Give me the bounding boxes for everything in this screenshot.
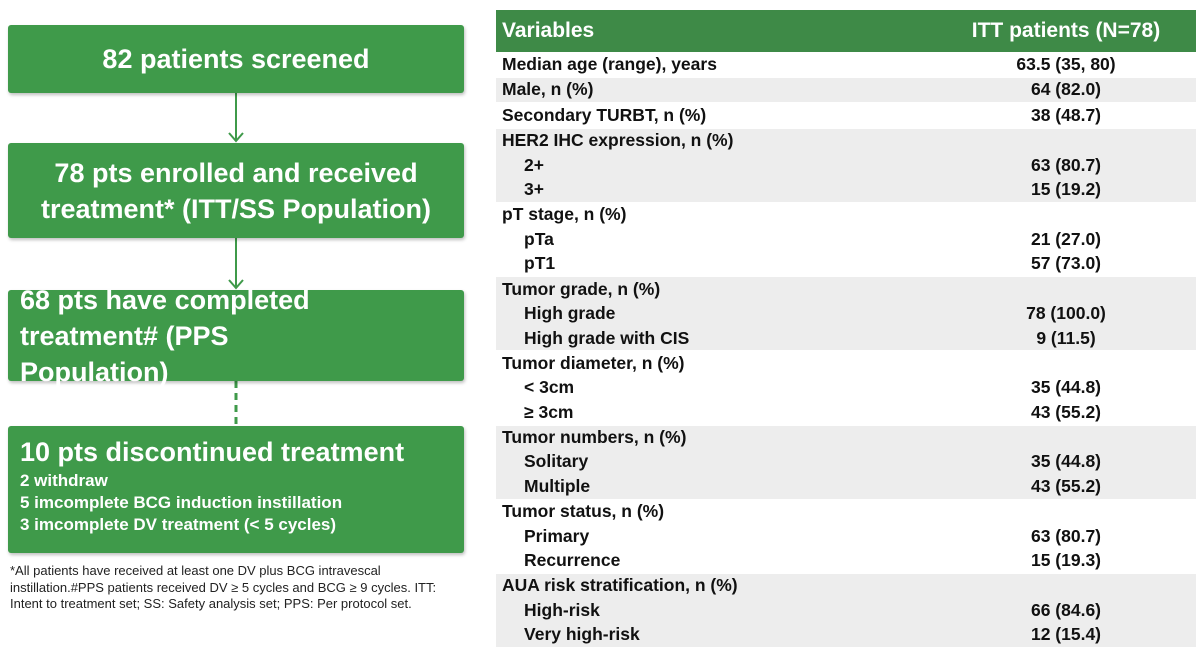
table-row: pTa 21 (27.0) <box>496 227 1196 252</box>
row-label: Tumor status, n (%) <box>502 501 665 522</box>
row-value: 21 (27.0) <box>1030 228 1102 249</box>
row-group: Median age (range), years 63.5 (35, 80) <box>496 52 1196 78</box>
table-row: High grade 78 (100.0) <box>496 301 1196 326</box>
row-label: Multiple <box>524 475 591 496</box>
table-row: AUA risk stratification, n (%) <box>496 574 1196 598</box>
table-row: Secondary TURBT, n (%) 38 (48.7) <box>496 103 1196 128</box>
table-row: Multiple 43 (55.2) <box>496 474 1196 499</box>
row-group: Secondary TURBT, n (%) 38 (48.7) <box>496 103 1196 129</box>
row-group: Male, n (%) 64 (82.0) <box>496 77 1196 104</box>
header-cell: ITT patients (N=78) <box>971 19 1161 42</box>
header-cell: Variables <box>502 19 595 42</box>
row-label: High grade with CIS <box>524 327 690 348</box>
table-row: pT1 57 (73.0) <box>496 252 1196 277</box>
row-label: pT stage, n (%) <box>502 204 627 225</box>
arrow-head <box>228 132 244 143</box>
row-label: pTa <box>524 228 554 249</box>
table-row: 2+ 63 (80.7) <box>496 153 1196 178</box>
row-label: Tumor grade, n (%) <box>502 278 661 299</box>
table-row: 3+ 15 (19.2) <box>496 177 1196 202</box>
box-line: 2 withdraw <box>20 471 108 490</box>
table-row: Recurrence 15 (19.3) <box>496 548 1196 573</box>
row-value: 12 (15.4) <box>1030 624 1102 645</box>
table-row: Tumor grade, n (%) <box>496 277 1196 301</box>
row-value: 15 (19.2) <box>1030 179 1102 200</box>
row-value: 43 (55.2) <box>1030 401 1102 422</box>
row-label: pT1 <box>524 253 556 274</box>
table-row: High-risk 66 (84.6) <box>496 598 1196 623</box>
connectors <box>228 93 244 426</box>
row-label: Secondary TURBT, n (%) <box>502 104 707 125</box>
row-group: HER2 IHC expression, n (%) 2+ 63 (80.7) 3+ 1… <box>496 128 1196 203</box>
table-row: pT stage, n (%) <box>496 203 1196 227</box>
row-value: 57 (73.0) <box>1030 253 1102 274</box>
box-line: 5 imcomplete BCG induction instillation <box>20 493 343 512</box>
row-group: pT stage, n (%) pTa 21 (27.0) pT1 57 (73.0) <box>496 203 1196 278</box>
table-row: Very high-risk 12 (15.4) <box>496 623 1196 648</box>
box-title: 82 patients screened <box>102 44 370 74</box>
row-value: 43 (55.2) <box>1030 475 1102 496</box>
flow-box: 82 patients screened <box>8 25 464 93</box>
table-row: Tumor diameter, n (%) <box>496 351 1196 375</box>
row-label: Very high-risk <box>524 624 640 645</box>
table-header: Variables ITT patients (N=78) <box>496 10 1196 52</box>
row-group: Tumor grade, n (%) High grade 78 (100.0) Hi… <box>496 277 1196 352</box>
table-row: ≥ 3cm 43 (55.2) <box>496 400 1196 425</box>
row-value: 63 (80.7) <box>1030 525 1102 546</box>
row-value: 63 (80.7) <box>1030 154 1102 175</box>
table-row: High grade with CIS 9 (11.5) <box>496 326 1196 351</box>
row-group: Tumor numbers, n (%) Solitary 35 (44.8) Mul… <box>496 425 1196 500</box>
row-label: High-risk <box>524 599 600 620</box>
row-label: AUA risk stratification, n (%) <box>502 575 738 596</box>
row-value: 66 (84.6) <box>1030 599 1102 620</box>
table: Variables ITT patients (N=78) Median age… <box>496 10 1196 649</box>
row-label: Median age (range), years <box>502 53 717 74</box>
row-value: 64 (82.0) <box>1030 79 1102 100</box>
row-label: 2+ <box>524 154 544 175</box>
row-value: 63.5 (35, 80) <box>1016 53 1116 74</box>
footnote: *All patients have received at least one… <box>10 563 437 611</box>
row-label: HER2 IHC expression, n (%) <box>502 130 734 151</box>
row-label: 3+ <box>524 179 544 200</box>
row-value: 35 (44.8) <box>1030 377 1102 398</box>
arrow-head <box>228 279 244 290</box>
box-title: 68 pts have completed treatment# (PPS Po… <box>20 284 310 387</box>
row-value: 9 (11.5) <box>1036 327 1096 348</box>
row-group: Tumor status, n (%) Primary 63 (80.7) Recur… <box>496 500 1196 574</box>
row-value: 78 (100.0) <box>1026 302 1106 323</box>
flow-box: 68 pts have completed treatment# (PPS Po… <box>8 285 464 387</box>
row-label: Tumor numbers, n (%) <box>502 427 687 448</box>
row-label: High grade <box>524 302 616 323</box>
table-row: Tumor status, n (%) <box>496 500 1196 524</box>
table-row: Tumor numbers, n (%) <box>496 426 1196 450</box>
row-group: Tumor diameter, n (%) < 3cm 35 (44.8) ≥ 3cm… <box>496 351 1196 426</box>
table-row: Primary 63 (80.7) <box>496 524 1196 549</box>
row-label: Primary <box>524 525 590 546</box>
row-value: 35 (44.8) <box>1030 451 1102 472</box>
row-label: Tumor diameter, n (%) <box>502 352 685 373</box>
table-row: Solitary 35 (44.8) <box>496 450 1196 475</box>
box-title: 78 pts enrolled and received treatment* … <box>40 157 431 224</box>
table-row: < 3cm 35 (44.8) <box>496 375 1196 400</box>
row-value: 38 (48.7) <box>1030 104 1102 125</box>
table-row: Male, n (%) 64 (82.0) <box>496 78 1196 103</box>
row-label: Solitary <box>524 451 589 472</box>
box-line: 3 imcomplete DV treatment (< 5 cycles) <box>20 515 337 534</box>
row-label: ≥ 3cm <box>524 401 574 422</box>
table-row: Median age (range), years 63.5 (35, 80) <box>496 52 1196 77</box>
row-label: Recurrence <box>524 550 621 571</box>
box-title: 10 pts discontinued treatment <box>20 437 405 467</box>
row-value: 15 (19.3) <box>1030 550 1102 571</box>
flow-box: 78 pts enrolled and received treatment* … <box>8 143 464 238</box>
row-group: AUA risk stratification, n (%) High-risk 6… <box>496 573 1196 649</box>
table-row: HER2 IHC expression, n (%) <box>496 129 1196 153</box>
row-label: < 3cm <box>524 377 575 398</box>
flow-box: 10 pts discontinued treatment 2 withdraw… <box>8 426 464 553</box>
row-label: Male, n (%) <box>502 79 594 100</box>
